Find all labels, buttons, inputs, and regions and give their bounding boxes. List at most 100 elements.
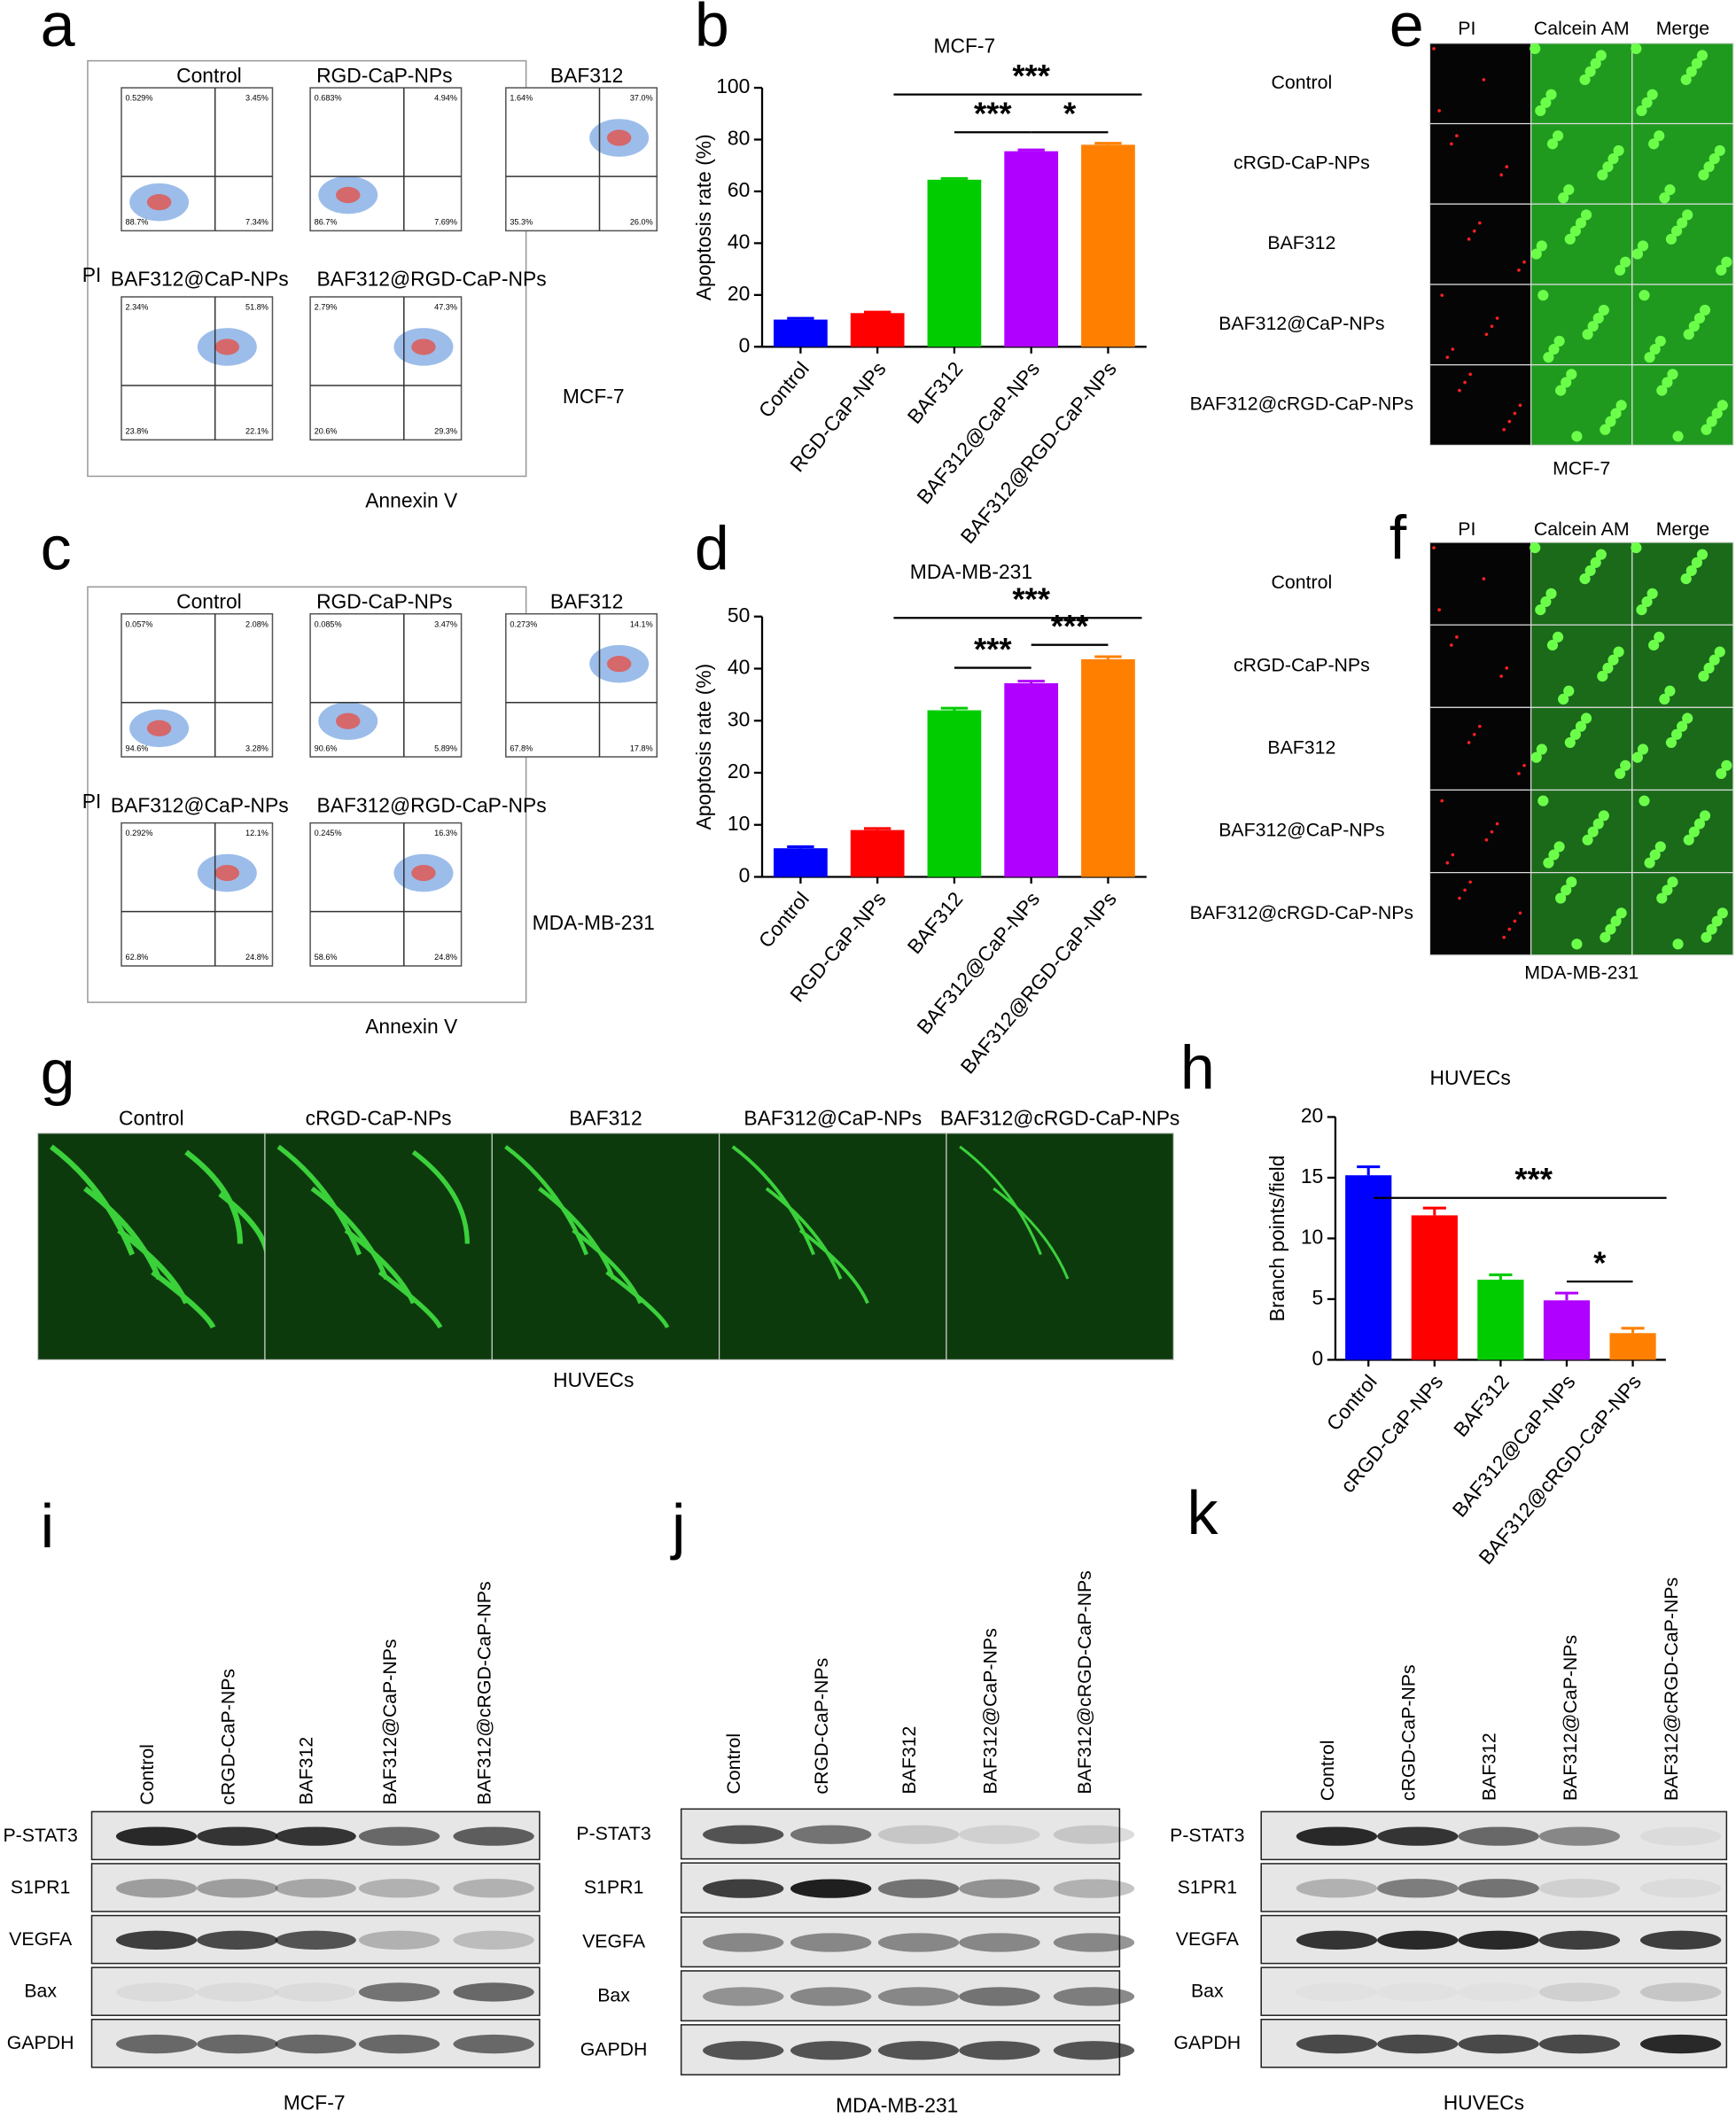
- live-cell: [1636, 604, 1647, 616]
- column-header: PI: [1458, 518, 1475, 540]
- blot-band: [197, 1826, 278, 1846]
- dead-cell: [1505, 165, 1509, 169]
- live-cell: [1558, 192, 1569, 204]
- live-cell: [1590, 58, 1601, 69]
- live-cell: [1644, 352, 1655, 363]
- blot-band: [790, 1933, 872, 1952]
- blot-band: [1458, 1982, 1538, 2001]
- live-cell: [1563, 685, 1575, 697]
- blot-band: [1377, 1879, 1459, 1898]
- significance-label: ***: [1012, 581, 1050, 618]
- lane-label: BAF312@CaP-NPs: [979, 1628, 1000, 1794]
- live-cell: [1598, 810, 1609, 822]
- dead-cell: [1477, 221, 1482, 225]
- lane-label: cRGD-CaP-NPs: [1397, 1664, 1419, 1801]
- dead-cell: [1451, 347, 1455, 351]
- live-cell: [1548, 849, 1560, 860]
- panel-letter: b: [695, 0, 729, 59]
- lane-label: BAF312@CaP-NPs: [379, 1639, 401, 1804]
- live-cell: [1688, 321, 1700, 332]
- blot-band: [1458, 1879, 1539, 1898]
- blot-band: [1296, 1982, 1377, 2001]
- significance-label: ***: [1514, 1161, 1553, 1197]
- blot-band: [453, 1879, 534, 1898]
- blot-band: [877, 1933, 960, 1952]
- bar: [774, 848, 828, 877]
- micrograph: [1631, 624, 1734, 708]
- live-cell: [1564, 233, 1576, 245]
- live-cell: [1711, 915, 1723, 927]
- blot-strip: [1260, 1966, 1728, 2016]
- tube-network: [184, 1149, 243, 1244]
- micrograph: [1429, 624, 1532, 708]
- blot-band: [1639, 1826, 1722, 1846]
- lane-label: Control: [723, 1733, 744, 1795]
- blot-caption: MDA-MB-231: [836, 2094, 958, 2117]
- blot-band: [877, 1987, 960, 2006]
- significance-label: ***: [1012, 58, 1050, 94]
- live-cell: [1602, 662, 1614, 674]
- column-header: Merge: [1656, 18, 1709, 39]
- significance-label: *: [1593, 1245, 1607, 1281]
- dead-cell: [1467, 237, 1471, 241]
- live-cell: [1615, 767, 1626, 780]
- dead-cell: [1472, 229, 1476, 233]
- micrograph: [1429, 872, 1532, 956]
- quadrant-value: 5.89%: [434, 744, 457, 752]
- blot-band: [275, 1982, 356, 2002]
- error-bar: [1422, 1206, 1446, 1216]
- row-label: cRGD-CaP-NPs: [1234, 654, 1370, 675]
- live-cell: [1693, 818, 1705, 829]
- dead-cell: [1502, 427, 1506, 432]
- live-cell: [1545, 89, 1557, 100]
- error-bar: [1094, 142, 1122, 145]
- live-cell: [1537, 795, 1549, 806]
- micrograph: [1429, 789, 1532, 874]
- live-cell: [1597, 169, 1608, 181]
- tube-network: [798, 1228, 869, 1304]
- quadrant-value: 58.6%: [315, 953, 338, 962]
- live-cell: [1602, 161, 1614, 173]
- blot-band: [877, 2041, 960, 2060]
- live-cell: [1605, 416, 1616, 427]
- cell-population: [146, 194, 172, 211]
- chart-title: HUVECs: [1429, 1066, 1510, 1089]
- panel-letter: a: [41, 0, 75, 59]
- bar: [1543, 1300, 1591, 1360]
- dead-cell: [1482, 78, 1486, 82]
- dead-cell: [1463, 380, 1467, 385]
- quadrant-value: 14.1%: [630, 619, 653, 628]
- quadrant-value: 88.7%: [126, 218, 149, 227]
- tube-network: [504, 1145, 588, 1256]
- protein-label: Bax: [24, 1981, 57, 2002]
- quadrant-value: 0.245%: [315, 829, 342, 837]
- y-axis-label: Apoptosis rate (%): [692, 134, 715, 300]
- protein-label: S1PR1: [11, 1876, 70, 1897]
- live-cell: [1530, 43, 1541, 55]
- error-bar: [1017, 680, 1045, 683]
- flow-plot-title: RGD-CaP-NPs: [316, 64, 452, 87]
- live-cell: [1558, 693, 1569, 705]
- blot-band: [1377, 1982, 1458, 2001]
- protein-label: S1PR1: [1178, 1876, 1237, 1897]
- live-cell: [1575, 720, 1587, 732]
- dead-cell: [1507, 419, 1512, 424]
- flow-frame: [87, 586, 527, 1003]
- live-cell: [1693, 312, 1705, 324]
- bar: [850, 313, 905, 347]
- y-tick-label: 20: [1301, 1103, 1323, 1126]
- bar: [927, 179, 982, 347]
- protein-label: S1PR1: [584, 1877, 643, 1898]
- quadrant-value: 22.1%: [245, 427, 269, 436]
- dead-cell: [1518, 403, 1522, 408]
- tube-network: [605, 1270, 670, 1328]
- y-axis-label: Apoptosis rate (%): [692, 664, 715, 830]
- blot-band: [1458, 1826, 1539, 1846]
- y-tick-label: 15: [1301, 1164, 1323, 1187]
- blot-band: [1639, 1930, 1722, 1950]
- quadrant-value: 67.8%: [510, 744, 533, 752]
- quadrant-value: 0.292%: [126, 829, 153, 837]
- live-cell: [1717, 907, 1728, 919]
- quadrant-value: 17.8%: [630, 744, 653, 752]
- blot-strip: [680, 1970, 1121, 2022]
